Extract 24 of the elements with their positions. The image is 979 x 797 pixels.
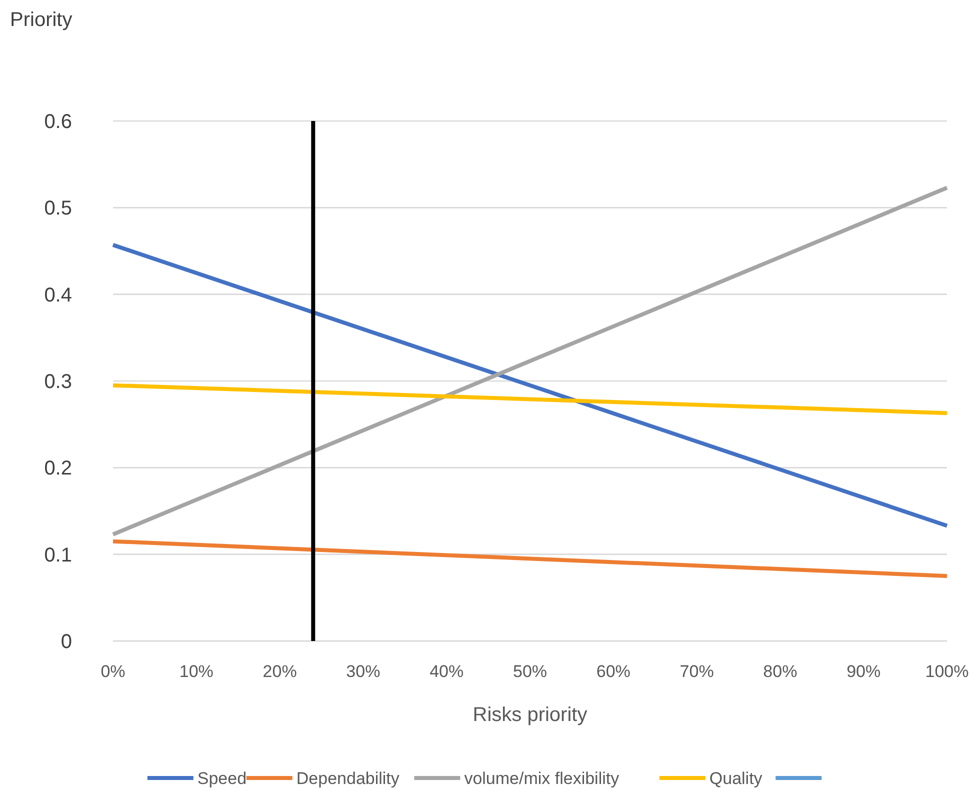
legend-label: Dependability — [296, 769, 400, 788]
y-tick-label: 0.4 — [44, 284, 72, 306]
y-tick-label: 0.5 — [44, 198, 72, 220]
y-tick-label: 0.3 — [44, 371, 72, 393]
x-tick-label: 10% — [179, 662, 214, 681]
y-tick-label: 0.1 — [44, 544, 72, 566]
x-tick-label: 30% — [346, 662, 380, 681]
y-axis-title: Priority — [10, 9, 72, 31]
x-tick-label: 0% — [100, 662, 126, 681]
x-axis-title: Risks priority — [472, 704, 588, 726]
x-tick-label: 20% — [262, 662, 297, 681]
x-tick-label: 40% — [430, 662, 464, 681]
y-tick-label: 0.2 — [44, 458, 72, 480]
legend-label: Speed — [197, 769, 247, 788]
y-tick-label: 0 — [60, 631, 72, 653]
legend-label: Quality — [709, 769, 763, 788]
x-tick-label: 80% — [763, 662, 798, 681]
x-tick-label: 50% — [512, 662, 548, 681]
y-tick-label: 0.6 — [44, 111, 72, 133]
x-tick-label: 60% — [596, 662, 630, 681]
legend-label: volume/mix flexibility — [464, 769, 620, 788]
x-tick-label: 90% — [846, 662, 881, 681]
x-tick-label: 70% — [680, 662, 714, 681]
x-tick-label: 100% — [925, 662, 969, 681]
